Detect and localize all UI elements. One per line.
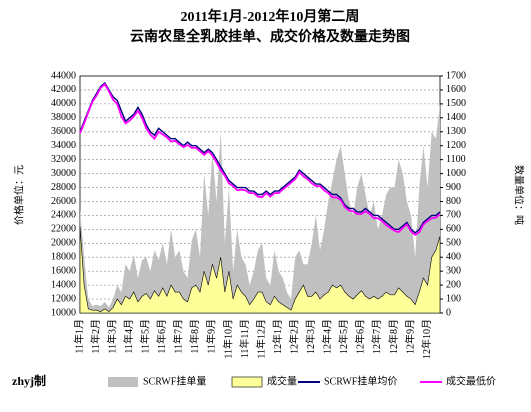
y2-tick-label: 400	[446, 252, 461, 263]
y2-tick-label: 500	[446, 238, 461, 249]
y2-tick-label: 900	[446, 182, 461, 193]
y-tick-label: 14000	[51, 279, 76, 290]
x-tick-label: 11年4月	[122, 319, 135, 354]
x-tick-label: 12年4月	[321, 319, 334, 354]
x-tick-label: 12年6月	[354, 319, 367, 354]
y-tick-label: 34000	[51, 140, 76, 151]
x-tick-label: 11年6月	[155, 319, 168, 354]
y2-tick-label: 300	[446, 265, 461, 276]
x-tick-label: 11年7月	[172, 319, 185, 354]
y2-tick-label: 100	[446, 293, 461, 304]
volume-area	[79, 226, 441, 314]
y-tick-label: 24000	[51, 210, 76, 221]
x-tick-label: 11年3月	[105, 319, 118, 354]
y-tick-label: 38000	[51, 112, 76, 123]
y2-tick-label: 1000	[446, 168, 466, 179]
legend-label: SCRWF挂单量	[143, 374, 206, 387]
y-tick-label: 40000	[51, 98, 76, 109]
y-tick-label: 30000	[51, 168, 76, 179]
y2-tick-label: 200	[446, 279, 461, 290]
chart-title: 2011年1月-2012年10月第二周	[181, 8, 360, 25]
chart-subtitle: 云南农垦全乳胶挂单、成交价格及数量走势图	[130, 28, 410, 45]
x-tick-label: 11年11月	[238, 319, 251, 358]
x-tick-label: 12年10月	[420, 319, 433, 359]
y2-axis-title: 数量单位：吨	[513, 165, 526, 225]
x-tick-label: 12年7月	[370, 319, 383, 354]
y2-tick-label: 0	[446, 307, 451, 318]
credit: zhyj制	[12, 373, 46, 388]
x-tick-label: 12年1月	[271, 319, 284, 354]
y-axis-title: 价格单位：元	[12, 165, 25, 225]
x-tick-label: 11年12月	[254, 319, 267, 359]
x-tick-label: 12年9月	[403, 319, 416, 354]
y-tick-label: 28000	[51, 182, 76, 193]
y-tick-label: 32000	[51, 154, 76, 165]
y2-tick-label: 1700	[446, 70, 466, 81]
x-tick-label: 12年2月	[287, 319, 300, 354]
y-tick-label: 12000	[51, 293, 76, 304]
volume-area	[80, 103, 440, 313]
y-tick-label: 10000	[51, 307, 76, 318]
x-tick-label: 11年10月	[221, 319, 234, 359]
y-tick-label: 16000	[51, 265, 76, 276]
y2-tick-label: 1600	[446, 84, 466, 95]
y-tick-label: 20000	[51, 238, 76, 249]
legend-label: SCRWF挂单均价	[324, 374, 397, 387]
price-line	[79, 82, 441, 237]
y2-tick-label: 1200	[446, 140, 466, 151]
legend-swatch	[108, 377, 138, 387]
y2-tick-label: 1300	[446, 126, 466, 137]
x-tick-label: 11年2月	[89, 319, 102, 354]
x-tick-label: 11年9月	[205, 319, 218, 354]
y-tick-label: 42000	[51, 84, 76, 95]
y2-tick-label: 800	[446, 196, 461, 207]
y-tick-label: 22000	[51, 224, 76, 235]
legend-label: 成交最低价	[446, 374, 496, 387]
x-tick-label: 12年3月	[304, 319, 317, 354]
x-tick-label: 12年8月	[387, 319, 400, 354]
y2-tick-label: 600	[446, 224, 461, 235]
y-tick-label: 44000	[51, 70, 76, 81]
y2-tick-label: 700	[446, 210, 461, 221]
legend-label: 成交量	[267, 374, 297, 387]
y-tick-label: 26000	[51, 196, 76, 207]
y2-tick-label: 1500	[446, 98, 466, 109]
y-tick-label: 18000	[51, 252, 76, 263]
x-tick-label: 11年5月	[139, 319, 152, 354]
x-tick-label: 11年1月	[72, 319, 85, 354]
legend-swatch	[231, 376, 263, 388]
y2-tick-label: 1100	[446, 154, 466, 165]
price-line	[79, 81, 441, 234]
x-tick-label: 11年8月	[188, 319, 201, 354]
y2-tick-label: 1400	[446, 112, 466, 123]
x-tick-label: 12年5月	[337, 319, 350, 354]
y-tick-label: 36000	[51, 126, 76, 137]
